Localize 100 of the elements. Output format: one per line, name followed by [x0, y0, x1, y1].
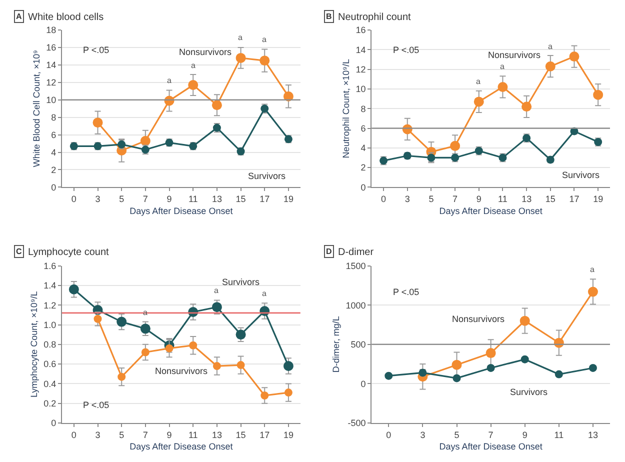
point — [569, 52, 580, 62]
point — [474, 96, 484, 107]
point — [593, 90, 604, 100]
point — [141, 348, 150, 356]
y-tick-label: 0 — [51, 418, 56, 428]
point — [486, 348, 496, 358]
x-tick-label: 11 — [188, 194, 198, 204]
text: C — [16, 247, 22, 256]
series-label: Nonsurvivors — [488, 50, 542, 60]
chart-title: D-dimer — [338, 247, 374, 258]
y-tick-label: 12 — [356, 64, 366, 74]
point — [189, 341, 198, 350]
y-tick-label: 1000 — [346, 300, 366, 310]
x-tick-label: 7 — [488, 430, 494, 440]
y-tick-label: 8 — [51, 112, 56, 122]
series-label: Survivors — [222, 277, 260, 287]
y-axis-title: Neutrophil Count, ×10⁹/L — [341, 59, 352, 158]
annotation: a — [548, 42, 553, 51]
point — [452, 360, 462, 370]
y-tick-label: 0 — [360, 378, 366, 389]
y-tick-label: 1.6 — [44, 260, 56, 271]
y-axis-title: White Blood Cell Count, ×10⁹ — [32, 50, 42, 168]
x-tick-label: 0 — [71, 430, 76, 440]
annotation: a — [590, 265, 595, 274]
series-label: Survivors — [248, 171, 286, 181]
point — [236, 361, 245, 370]
x-tick-label: 3 — [95, 194, 100, 204]
y-tick-label: 14 — [356, 44, 366, 55]
point — [283, 361, 294, 372]
x-tick-label: 7 — [142, 430, 148, 440]
y-tick-label: -500 — [348, 418, 366, 428]
x-tick-label: 3 — [420, 430, 426, 440]
series-label: Nonsurvivors — [179, 47, 232, 57]
series-label: Nonsurvivors — [155, 366, 208, 376]
point — [588, 286, 598, 297]
annotation: a — [191, 61, 196, 70]
point — [236, 330, 246, 340]
x-tick-label: 11 — [554, 430, 564, 440]
point — [212, 100, 222, 110]
x-tick-label: 5 — [454, 430, 460, 440]
x-tick-label: 9 — [476, 194, 482, 204]
x-axis-title: Days After Disease Onset — [130, 442, 234, 452]
x-tick-label: 11 — [188, 430, 198, 440]
point — [260, 56, 270, 66]
chart-title: Lymphocyte count — [28, 247, 110, 258]
y-tick-label: 6 — [51, 130, 56, 140]
y-tick-label: 2 — [51, 164, 56, 175]
y-tick-label: 500 — [350, 340, 366, 350]
y-tick-label: 1.4 — [44, 280, 56, 291]
x-tick-label: 0 — [381, 194, 386, 204]
y-tick-label: 1.0 — [44, 320, 56, 330]
point — [165, 344, 174, 352]
x-tick-label: 0 — [386, 430, 392, 440]
y-tick-label: 6 — [360, 123, 366, 134]
y-tick-label: 10 — [46, 95, 56, 106]
x-tick-label: 15 — [236, 430, 246, 440]
annotation: P <.05 — [83, 400, 110, 410]
annotation: a — [167, 76, 172, 85]
series-label: Survivors — [510, 387, 548, 397]
x-axis-title: Days After Disease Onset — [130, 206, 234, 216]
x-tick-label: 19 — [283, 194, 294, 204]
chart-title: White blood cells — [28, 12, 104, 23]
annotation: P <.05 — [393, 45, 420, 55]
x-tick-label: 17 — [260, 194, 270, 204]
x-tick-label: 3 — [404, 194, 410, 204]
point — [116, 316, 127, 327]
point — [118, 372, 126, 381]
y-tick-label: 0 — [51, 182, 56, 192]
point — [520, 316, 530, 326]
y-tick-label: 16 — [356, 25, 366, 36]
point — [260, 391, 269, 400]
y-tick-label: 0.6 — [44, 359, 56, 370]
x-tick-label: 5 — [119, 194, 124, 204]
point — [212, 362, 221, 370]
annotation: a — [238, 33, 243, 42]
y-tick-label: 1.2 — [44, 300, 56, 310]
annotation: P <.05 — [83, 45, 110, 55]
y-tick-label: 4 — [360, 143, 366, 154]
y-axis-title: Lymphocyte Count, ×10⁹/L — [29, 291, 40, 398]
x-tick-label: 7 — [452, 194, 458, 204]
x-tick-label: 17 — [260, 430, 270, 440]
point — [188, 80, 198, 90]
y-tick-label: 10 — [356, 84, 366, 94]
y-tick-label: 16 — [46, 42, 56, 53]
x-tick-label: 0 — [71, 194, 76, 204]
point — [545, 61, 556, 72]
point — [68, 284, 79, 294]
x-tick-label: 9 — [166, 430, 172, 440]
x-tick-label: 13 — [522, 194, 532, 204]
y-axis-title: D-dimer, mg/L — [331, 316, 342, 373]
x-tick-label: 19 — [283, 430, 294, 440]
y-tick-label: 12 — [46, 78, 56, 88]
x-axis-title: Days After Disease Onset — [439, 206, 543, 216]
y-tick-label: 0.2 — [44, 398, 56, 408]
point — [522, 102, 532, 112]
x-tick-label: 13 — [588, 430, 598, 440]
chart-title: Neutrophil count — [338, 12, 412, 23]
y-tick-label: 0.8 — [44, 340, 56, 350]
point — [92, 118, 103, 128]
annotation: a — [262, 35, 267, 44]
